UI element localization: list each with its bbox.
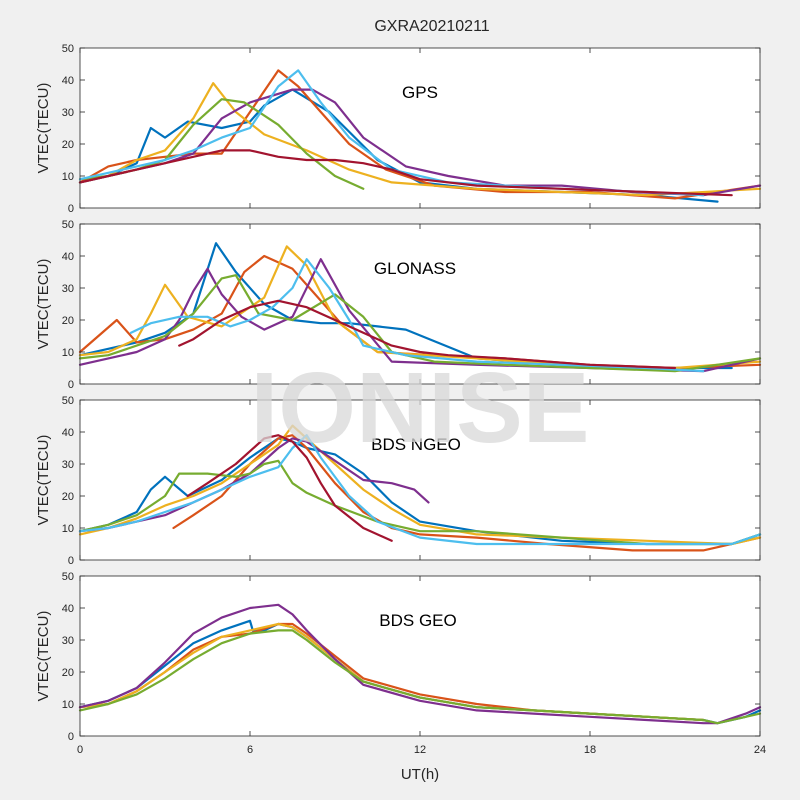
series-line-5 xyxy=(129,258,705,373)
y-tick-label: 10 xyxy=(62,347,74,359)
series-line-5 xyxy=(78,434,762,546)
x-tick-label: 18 xyxy=(584,744,596,756)
y-tick-label: 50 xyxy=(62,571,74,583)
y-tick-label: 50 xyxy=(62,43,74,55)
y-tick-label: 0 xyxy=(68,555,74,567)
panels: 0 10 20 30 40 50 VTEC(TECU) GPS 0 10 20 30 40 50 VTEC(… xyxy=(35,43,766,756)
panel-label: GPS xyxy=(402,83,438,102)
y-tick-label: 30 xyxy=(62,459,74,471)
y-tick-label: 50 xyxy=(62,219,74,231)
y-axis-label: VTEC(TECU) xyxy=(35,83,52,174)
panel-2: 0 10 20 30 40 50 VTEC(TECU) BDS NGEO xyxy=(35,395,762,567)
y-tick-label: 40 xyxy=(62,603,74,615)
y-axis-label: VTEC(TECU) xyxy=(35,611,52,702)
y-tick-label: 30 xyxy=(62,635,74,647)
y-tick-label: 0 xyxy=(68,379,74,391)
y-tick-label: 10 xyxy=(62,699,74,711)
series-line-6 xyxy=(186,434,393,542)
panel-1: 0 10 20 30 40 50 VTEC(TECU) GLONASS xyxy=(35,219,762,391)
y-tick-label: 20 xyxy=(62,667,74,679)
panel-0: 0 10 20 30 40 50 VTEC(TECU) GPS xyxy=(35,43,762,215)
series-line-6 xyxy=(78,149,733,197)
watermark: IONISE xyxy=(251,352,590,464)
y-tick-label: 0 xyxy=(68,203,74,215)
x-tick-label: 6 xyxy=(247,744,253,756)
y-tick-label: 30 xyxy=(62,283,74,295)
y-axis-label: VTEC(TECU) xyxy=(35,259,52,350)
chart-title: GXRA20210211 xyxy=(374,18,489,35)
y-tick-label: 20 xyxy=(62,491,74,503)
series-line-4 xyxy=(78,629,762,725)
series-group xyxy=(78,424,762,552)
series-group xyxy=(78,242,762,373)
panel-label: BDS NGEO xyxy=(371,435,461,454)
y-tick-label: 40 xyxy=(62,427,74,439)
series-line-3 xyxy=(78,603,762,725)
y-tick-label: 30 xyxy=(62,107,74,119)
y-tick-label: 20 xyxy=(62,315,74,327)
series-line-1 xyxy=(172,434,762,552)
panel-label: GLONASS xyxy=(374,259,456,278)
panel-label: BDS GEO xyxy=(379,611,456,630)
series-line-4 xyxy=(78,274,762,373)
y-tick-label: 50 xyxy=(62,395,74,407)
y-tick-label: 10 xyxy=(62,523,74,535)
panel-3: 0 10 20 30 40 50 0 6 12 18 24 VTEC(TECU) BDS GEO xyxy=(35,571,766,756)
series-line-4 xyxy=(78,459,762,546)
y-tick-label: 40 xyxy=(62,75,74,87)
y-tick-label: 40 xyxy=(62,251,74,263)
y-axis-label: VTEC(TECU) xyxy=(35,435,52,526)
series-line-2 xyxy=(78,82,762,197)
x-tick-label: 24 xyxy=(754,744,766,756)
series-line-0 xyxy=(78,437,762,546)
series-line-6 xyxy=(178,299,677,370)
series-group xyxy=(78,603,762,725)
y-tick-label: 20 xyxy=(62,139,74,151)
x-tick-label: 12 xyxy=(414,744,426,756)
x-tick-label: 0 xyxy=(77,744,83,756)
x-axis-label: UT(h) xyxy=(401,766,439,783)
y-tick-label: 0 xyxy=(68,731,74,743)
y-tick-label: 10 xyxy=(62,171,74,183)
series-group xyxy=(78,69,762,203)
plot-area xyxy=(80,576,760,736)
